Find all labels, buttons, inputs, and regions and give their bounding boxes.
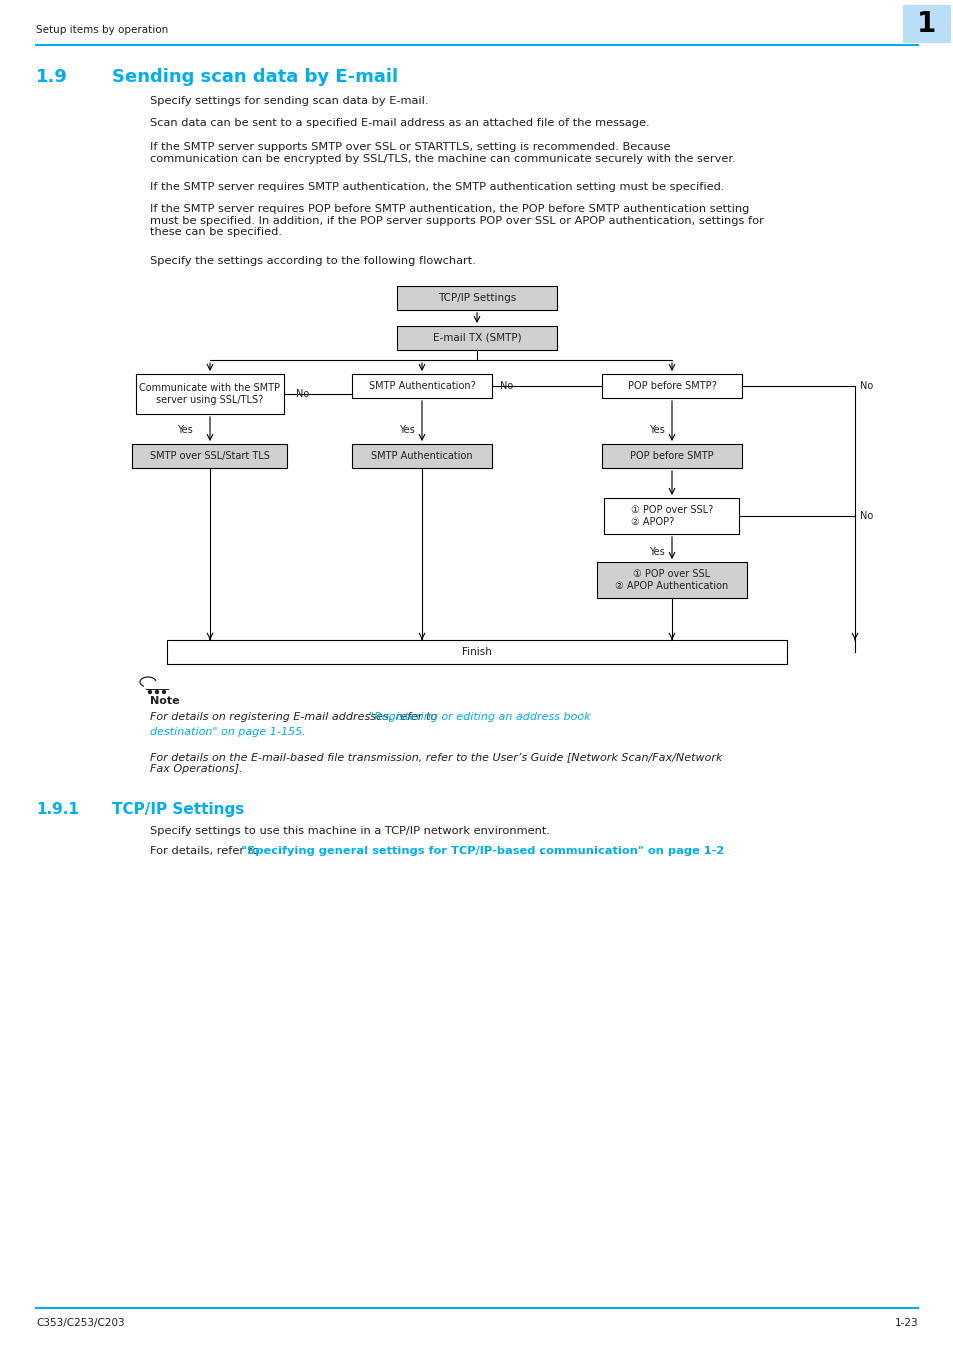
Text: If the SMTP server requires SMTP authentication, the SMTP authentication setting: If the SMTP server requires SMTP authent…	[150, 182, 723, 192]
Text: 1: 1	[917, 9, 936, 38]
Text: Communicate with the SMTP
server using SSL/TLS?: Communicate with the SMTP server using S…	[139, 383, 280, 405]
Text: Setup items by operation: Setup items by operation	[36, 26, 168, 35]
Text: For details on registering E-mail addresses, refer to: For details on registering E-mail addres…	[150, 711, 440, 722]
Bar	[352, 444, 492, 468]
Text: For details on the E-mail-based file transmission, refer to the User’s Guide [Ne: For details on the E-mail-based file tra…	[150, 752, 721, 774]
Text: Scan data can be sent to a specified E-mail address as an attached file of the m: Scan data can be sent to a specified E-m…	[150, 117, 649, 128]
Text: No: No	[499, 381, 513, 392]
Text: ① POP over SSL
② APOP Authentication: ① POP over SSL ② APOP Authentication	[615, 570, 728, 591]
Text: For details, refer to: For details, refer to	[150, 846, 263, 856]
Text: Yes: Yes	[398, 425, 415, 435]
Text: ① POP over SSL?
② APOP?: ① POP over SSL? ② APOP?	[630, 505, 713, 526]
Bar	[597, 562, 746, 598]
Bar	[601, 444, 741, 468]
Bar	[604, 498, 739, 535]
Text: C353/C253/C203: C353/C253/C203	[36, 1318, 125, 1328]
Text: 1.9: 1.9	[36, 68, 68, 86]
Text: Specify settings to use this machine in a TCP/IP network environment.: Specify settings to use this machine in …	[150, 826, 550, 836]
Text: Yes: Yes	[648, 547, 664, 558]
Bar	[601, 374, 741, 398]
Text: No: No	[859, 512, 872, 521]
Text: Yes: Yes	[177, 425, 193, 435]
Text: Note: Note	[150, 697, 179, 706]
Circle shape	[162, 690, 165, 694]
Text: "Registering or editing an address book: "Registering or editing an address book	[368, 711, 590, 722]
Bar	[132, 444, 287, 468]
Bar	[352, 374, 492, 398]
Bar	[396, 286, 557, 310]
Text: No: No	[859, 381, 872, 392]
Text: Sending scan data by E-mail: Sending scan data by E-mail	[112, 68, 397, 86]
Text: If the SMTP server supports SMTP over SSL or STARTTLS, setting is recommended. B: If the SMTP server supports SMTP over SS…	[150, 142, 735, 163]
Text: "Specifying general settings for TCP/IP-based communication" on page 1-2: "Specifying general settings for TCP/IP-…	[241, 846, 723, 856]
Circle shape	[149, 690, 152, 694]
Text: No: No	[295, 389, 309, 400]
Text: Finish: Finish	[461, 647, 492, 657]
Circle shape	[155, 690, 158, 694]
Bar	[167, 640, 786, 664]
Text: .: .	[539, 846, 543, 856]
Text: 1.9.1: 1.9.1	[36, 802, 79, 817]
Text: TCP/IP Settings: TCP/IP Settings	[112, 802, 244, 817]
Text: TCP/IP Settings: TCP/IP Settings	[437, 293, 516, 302]
Text: SMTP Authentication?: SMTP Authentication?	[368, 381, 475, 392]
Text: 1-23: 1-23	[893, 1318, 917, 1328]
Text: Yes: Yes	[648, 425, 664, 435]
Text: SMTP over SSL/Start TLS: SMTP over SSL/Start TLS	[150, 451, 270, 460]
Text: Specify the settings according to the following flowchart.: Specify the settings according to the fo…	[150, 256, 476, 266]
Text: destination" on page 1-155.: destination" on page 1-155.	[150, 728, 305, 737]
Text: Specify settings for sending scan data by E-mail.: Specify settings for sending scan data b…	[150, 96, 428, 107]
Text: POP before SMTP: POP before SMTP	[630, 451, 713, 460]
Bar	[902, 5, 950, 43]
Text: E-mail TX (SMTP): E-mail TX (SMTP)	[433, 333, 520, 343]
Bar	[396, 325, 557, 350]
Bar	[136, 374, 284, 414]
Text: SMTP Authentication: SMTP Authentication	[371, 451, 473, 460]
Text: If the SMTP server requires POP before SMTP authentication, the POP before SMTP : If the SMTP server requires POP before S…	[150, 204, 763, 238]
Text: POP before SMTP?: POP before SMTP?	[627, 381, 716, 392]
